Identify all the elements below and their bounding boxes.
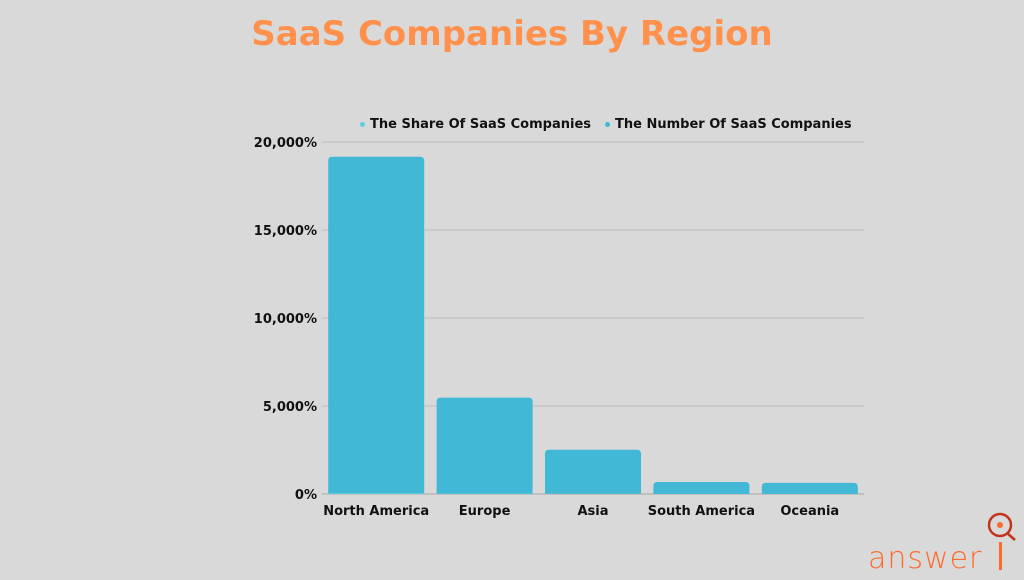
y-tick-label: 20,000% — [254, 136, 317, 151]
svg-text:answer: answer — [868, 541, 982, 576]
bar-number — [437, 398, 533, 494]
x-tick-label: Oceania — [780, 504, 839, 519]
y-tick-label: 10,000% — [254, 312, 317, 327]
answer-iq-logo: answer — [866, 512, 1024, 580]
x-tick-label: Asia — [577, 504, 608, 519]
bar-number — [762, 483, 858, 494]
y-tick-label: 0% — [295, 488, 317, 503]
x-tick-label: North America — [323, 504, 429, 519]
x-tick-label: South America — [648, 504, 755, 519]
bar-number — [545, 450, 641, 494]
bar-share — [328, 493, 424, 494]
bar-number — [653, 482, 749, 494]
x-tick-label: Europe — [459, 504, 511, 519]
y-tick-label: 15,000% — [254, 224, 317, 239]
bar-number — [328, 157, 424, 493]
y-tick-label: 5,000% — [263, 400, 317, 415]
